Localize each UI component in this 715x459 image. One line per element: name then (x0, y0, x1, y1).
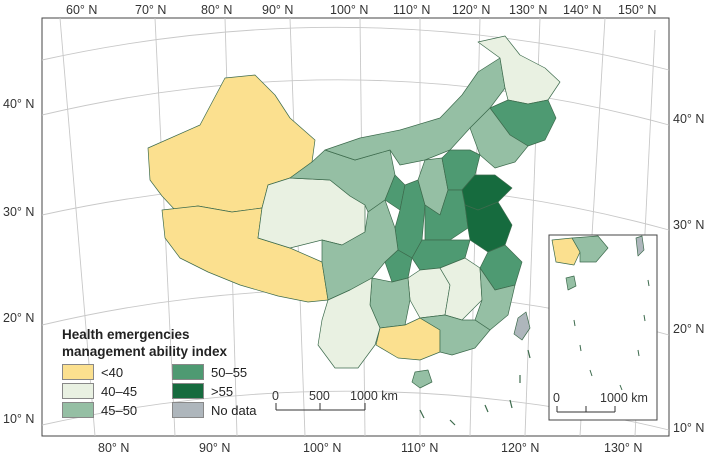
legend-swatch (62, 402, 94, 418)
lat-labels-left: 40° N 30° N 20° N 10° N (3, 97, 34, 426)
legend-swatch (62, 364, 94, 380)
inset-scale-tick-label: 1000 km (600, 391, 648, 405)
scale-tick-label: 1000 km (350, 389, 398, 403)
scale-tick-label: 0 (272, 389, 279, 403)
region-liaoning (469, 107, 529, 169)
region-hainan (411, 369, 433, 389)
legend-swatch (172, 364, 204, 380)
legend-item: <40 (62, 364, 172, 380)
lat-label: 10° N (3, 412, 34, 426)
lat-label: 20° N (673, 322, 704, 336)
legend-items: <40 50–55 40–45 >55 45–50 No data (62, 364, 312, 418)
legend-label: >55 (211, 383, 234, 399)
lon-label: 70° N (135, 3, 166, 17)
lon-label: 120° N (452, 3, 490, 17)
legend-swatch (62, 383, 94, 399)
lon-label: 80° N (201, 3, 232, 17)
legend-swatch (172, 402, 204, 418)
lat-label: 30° N (3, 205, 34, 219)
lon-label: 130° N (509, 3, 547, 17)
region-taiwan (513, 311, 531, 341)
region-yunnan (317, 277, 381, 369)
lon-label: 110° N (393, 3, 430, 17)
legend-label: 45–50 (101, 402, 138, 418)
region-inner-mongolia (324, 57, 506, 166)
legend: Health emergencies management ability in… (62, 326, 312, 418)
lat-label: 40° N (673, 112, 704, 126)
scale-bar (275, 403, 366, 411)
inset-scale-bar (556, 406, 616, 413)
inset-scale-tick-label: 0 (553, 391, 560, 405)
lon-label: 60° N (66, 3, 97, 17)
lon-label: 150° N (618, 3, 656, 17)
legend-title-line2: management ability index (62, 344, 228, 359)
legend-label: No data (211, 402, 257, 418)
lon-labels-bottom: 80° N 90° N 100° N 110° N 120° N 130° N (98, 441, 642, 455)
lon-label: 100° N (303, 441, 341, 455)
legend-label: 40–45 (101, 383, 138, 399)
region-chongqing (384, 249, 413, 283)
legend-item: 45–50 (62, 402, 172, 418)
scale-tick-label: 500 (309, 389, 330, 403)
legend-item: >55 (172, 383, 302, 399)
lat-label: 10° N (673, 421, 704, 435)
legend-item: 40–45 (62, 383, 172, 399)
legend-item: 50–55 (172, 364, 302, 380)
legend-item: No data (172, 402, 302, 418)
region-guangdong (419, 314, 491, 356)
sea-boundary-dashes (419, 349, 531, 426)
lon-label: 80° N (98, 441, 129, 455)
lon-label: 130° N (604, 441, 642, 455)
lon-label: 90° N (262, 3, 293, 17)
lat-label: 40° N (3, 97, 34, 111)
lat-labels-right: 40° N 30° N 20° N 10° N (673, 112, 704, 435)
lon-label: 140° N (563, 3, 601, 17)
inset-map (548, 234, 658, 421)
lat-label: 30° N (673, 218, 704, 232)
provinces (147, 35, 561, 389)
lon-label: 100° N (330, 3, 368, 17)
lon-labels-top: 60° N 70° N 80° N 90° N 100° N 110° N 12… (66, 3, 656, 17)
lon-label: 90° N (199, 441, 230, 455)
legend-label: 50–55 (211, 364, 248, 380)
legend-title: Health emergencies management ability in… (62, 326, 312, 360)
lon-label: 110° N (401, 441, 438, 455)
legend-title-line1: Health emergencies (62, 327, 190, 342)
legend-label: <40 (101, 364, 124, 380)
legend-swatch (172, 383, 204, 399)
lat-label: 20° N (3, 311, 34, 325)
lon-label: 120° N (501, 441, 539, 455)
